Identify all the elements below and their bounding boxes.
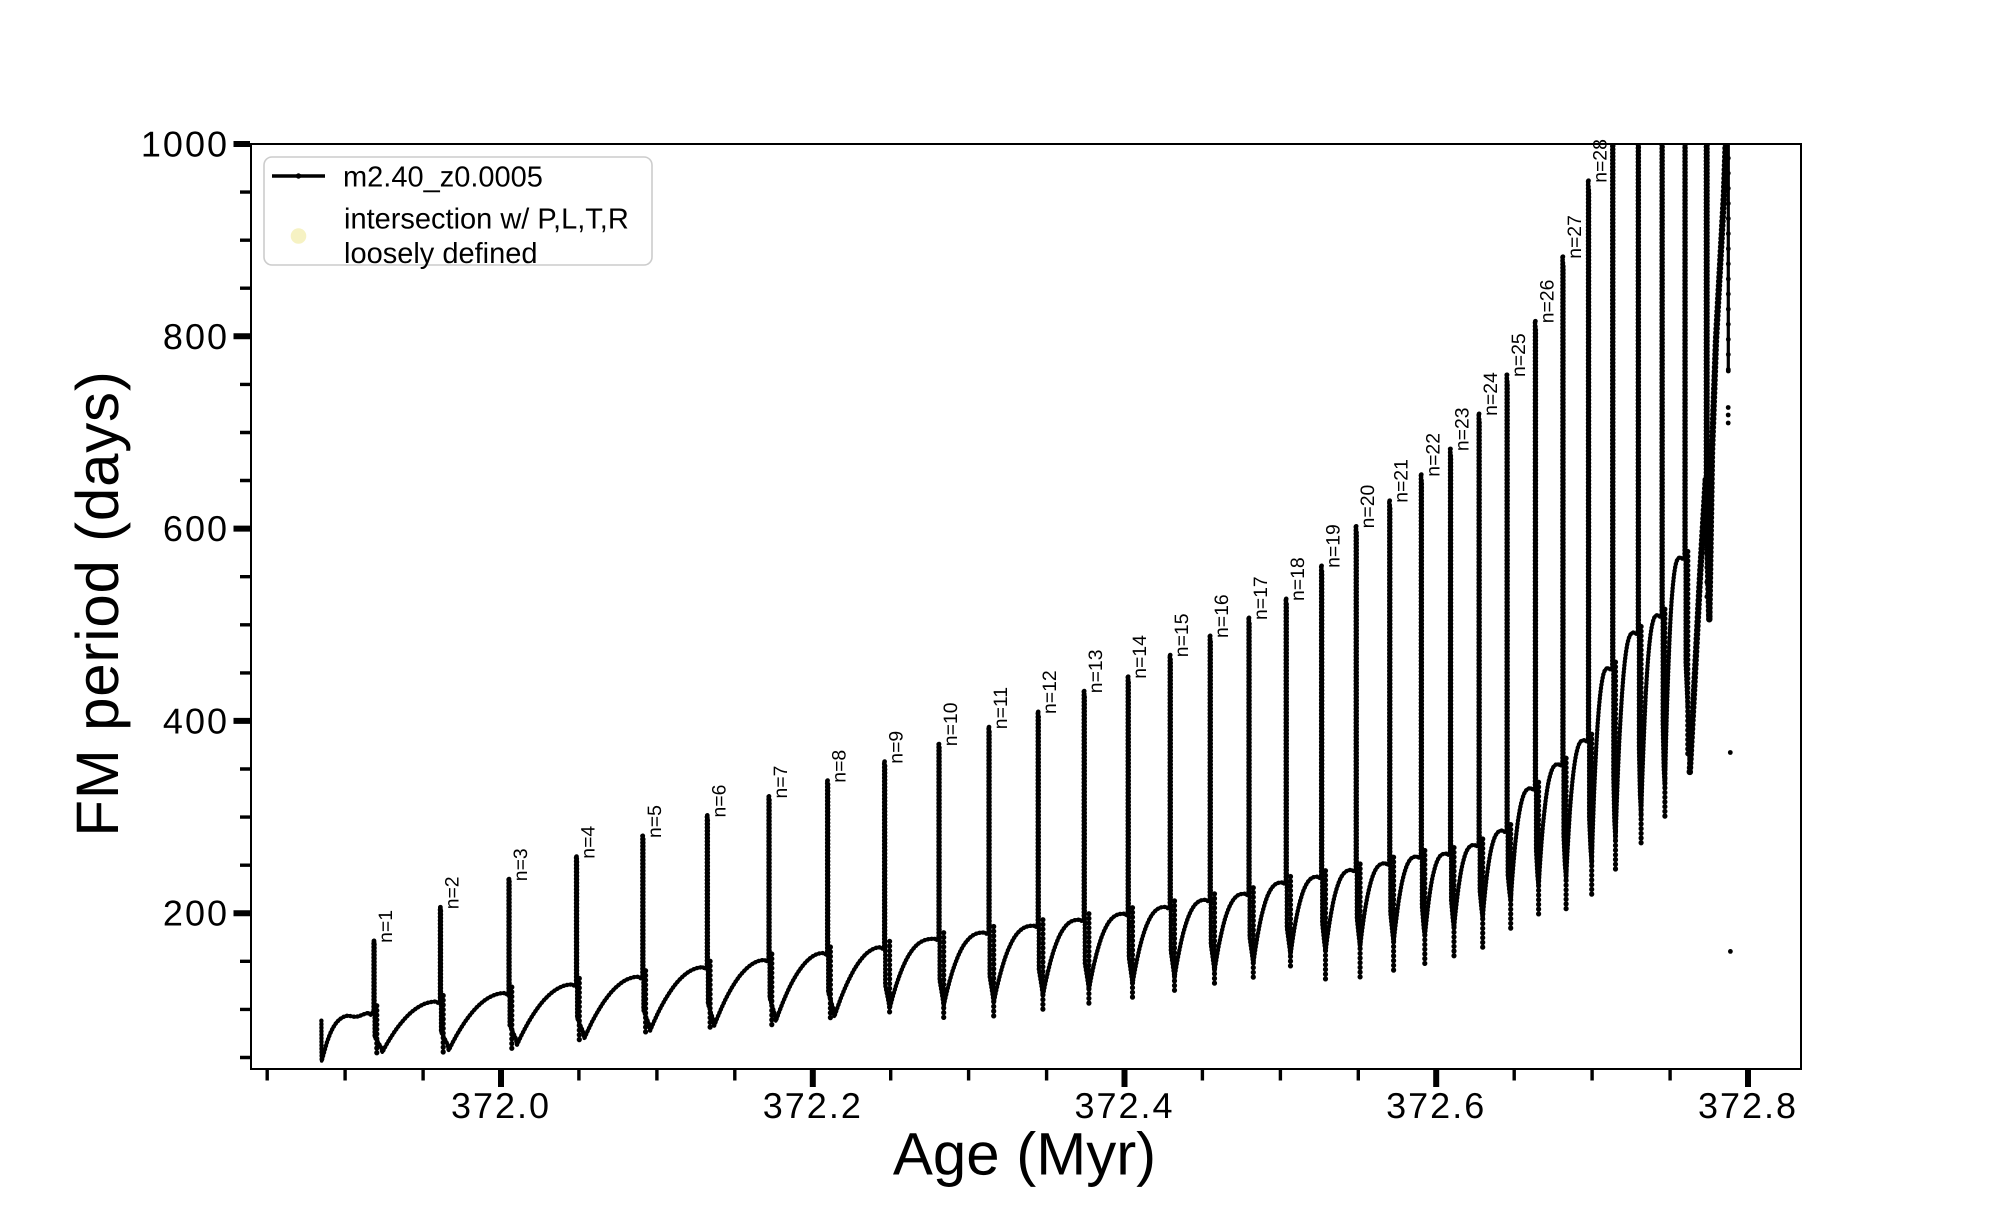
svg-text:372.8: 372.8 <box>1698 1085 1798 1126</box>
svg-text:m2.40_z0.0005: m2.40_z0.0005 <box>343 162 543 194</box>
svg-text:372.6: 372.6 <box>1386 1085 1486 1126</box>
svg-text:n=24: n=24 <box>1480 372 1502 416</box>
svg-text:372.4: 372.4 <box>1074 1085 1174 1126</box>
svg-text:FM period (days): FM period (days) <box>64 370 131 836</box>
svg-text:372.2: 372.2 <box>763 1085 863 1126</box>
svg-text:600: 600 <box>163 508 229 549</box>
svg-text:n=27: n=27 <box>1564 215 1586 259</box>
svg-text:Age (Myr): Age (Myr) <box>893 1121 1156 1188</box>
svg-text:n=2: n=2 <box>441 876 463 909</box>
svg-text:800: 800 <box>163 316 229 357</box>
svg-text:n=13: n=13 <box>1085 650 1107 694</box>
svg-text:n=20: n=20 <box>1357 485 1379 529</box>
svg-text:loosely defined: loosely defined <box>344 238 537 270</box>
svg-text:n=22: n=22 <box>1422 433 1444 477</box>
svg-text:n=11: n=11 <box>990 687 1012 729</box>
svg-text:n=19: n=19 <box>1323 524 1345 568</box>
svg-text:n=10: n=10 <box>940 702 962 746</box>
svg-text:200: 200 <box>163 893 229 934</box>
svg-text:n=12: n=12 <box>1039 670 1061 714</box>
svg-text:n=14: n=14 <box>1129 635 1151 679</box>
svg-text:n=18: n=18 <box>1287 557 1309 601</box>
svg-text:n=23: n=23 <box>1452 407 1474 451</box>
svg-text:n=8: n=8 <box>829 750 851 783</box>
svg-text:intersection w/ P,L,T,R: intersection w/ P,L,T,R <box>344 204 629 236</box>
svg-text:n=4: n=4 <box>578 826 600 859</box>
svg-text:n=6: n=6 <box>708 785 730 818</box>
svg-text:400: 400 <box>163 700 229 741</box>
svg-text:n=3: n=3 <box>510 848 532 881</box>
svg-text:n=7: n=7 <box>770 766 792 799</box>
svg-text:n=1: n=1 <box>375 910 397 943</box>
svg-text:n=28: n=28 <box>1590 139 1612 183</box>
svg-text:n=15: n=15 <box>1171 614 1193 658</box>
svg-text:n=25: n=25 <box>1508 333 1530 377</box>
svg-text:1000: 1000 <box>141 124 229 165</box>
svg-text:n=5: n=5 <box>644 805 666 838</box>
svg-text:n=21: n=21 <box>1391 459 1413 503</box>
svg-text:n=17: n=17 <box>1250 576 1272 620</box>
svg-text:n=16: n=16 <box>1211 594 1233 638</box>
svg-text:n=9: n=9 <box>886 731 908 764</box>
svg-text:372.0: 372.0 <box>451 1085 551 1126</box>
svg-text:n=26: n=26 <box>1536 280 1558 324</box>
